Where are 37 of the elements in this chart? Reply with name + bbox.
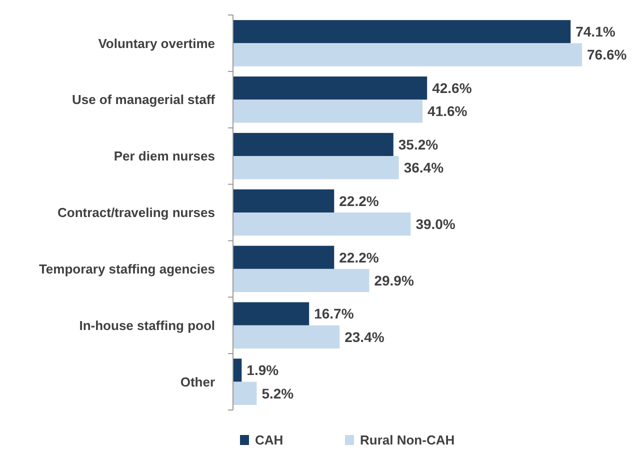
bar: [233, 358, 242, 382]
data-label: 74.1%: [576, 24, 616, 40]
data-label: 5.2%: [262, 385, 294, 402]
bar: [233, 132, 394, 156]
bar: [233, 100, 423, 123]
data-label: 16.7%: [314, 306, 354, 322]
y-tick-label: Other: [180, 374, 215, 390]
data-label: 36.4%: [404, 160, 444, 176]
y-tick-label: Use of managerial staff: [72, 92, 216, 108]
bar: [233, 20, 571, 44]
data-label: 29.9%: [374, 272, 414, 288]
bar: [233, 43, 582, 66]
y-tick-label: Voluntary overtime: [98, 36, 215, 51]
data-label: 76.6%: [587, 46, 628, 63]
data-label: 1.9%: [246, 362, 280, 378]
y-tick-label: Contract/traveling nurses: [58, 205, 215, 220]
y-tick-label: In-house staffing pool: [79, 318, 215, 333]
bar: [233, 302, 310, 326]
y-tick-label: Per diem nurses: [114, 148, 215, 164]
bar: [233, 268, 370, 292]
bar: [233, 212, 411, 236]
data-label: 22.2%: [339, 192, 380, 209]
data-label: 23.4%: [344, 328, 385, 345]
bar: [233, 382, 257, 405]
bar: [233, 189, 334, 212]
data-label: 22.2%: [339, 249, 380, 266]
data-label: 41.6%: [428, 103, 468, 120]
bar: [233, 76, 428, 100]
legend-label: CAH: [255, 432, 284, 448]
y-tick-label: Temporary staffing agencies: [38, 261, 215, 276]
data-label: 39.0%: [416, 216, 456, 232]
bar: [233, 325, 340, 348]
bar: [233, 156, 399, 180]
data-label: 42.6%: [432, 80, 472, 96]
legend-label: Rural Non-CAH: [360, 432, 455, 448]
bar: [233, 246, 334, 269]
data-label: 35.2%: [398, 136, 439, 152]
